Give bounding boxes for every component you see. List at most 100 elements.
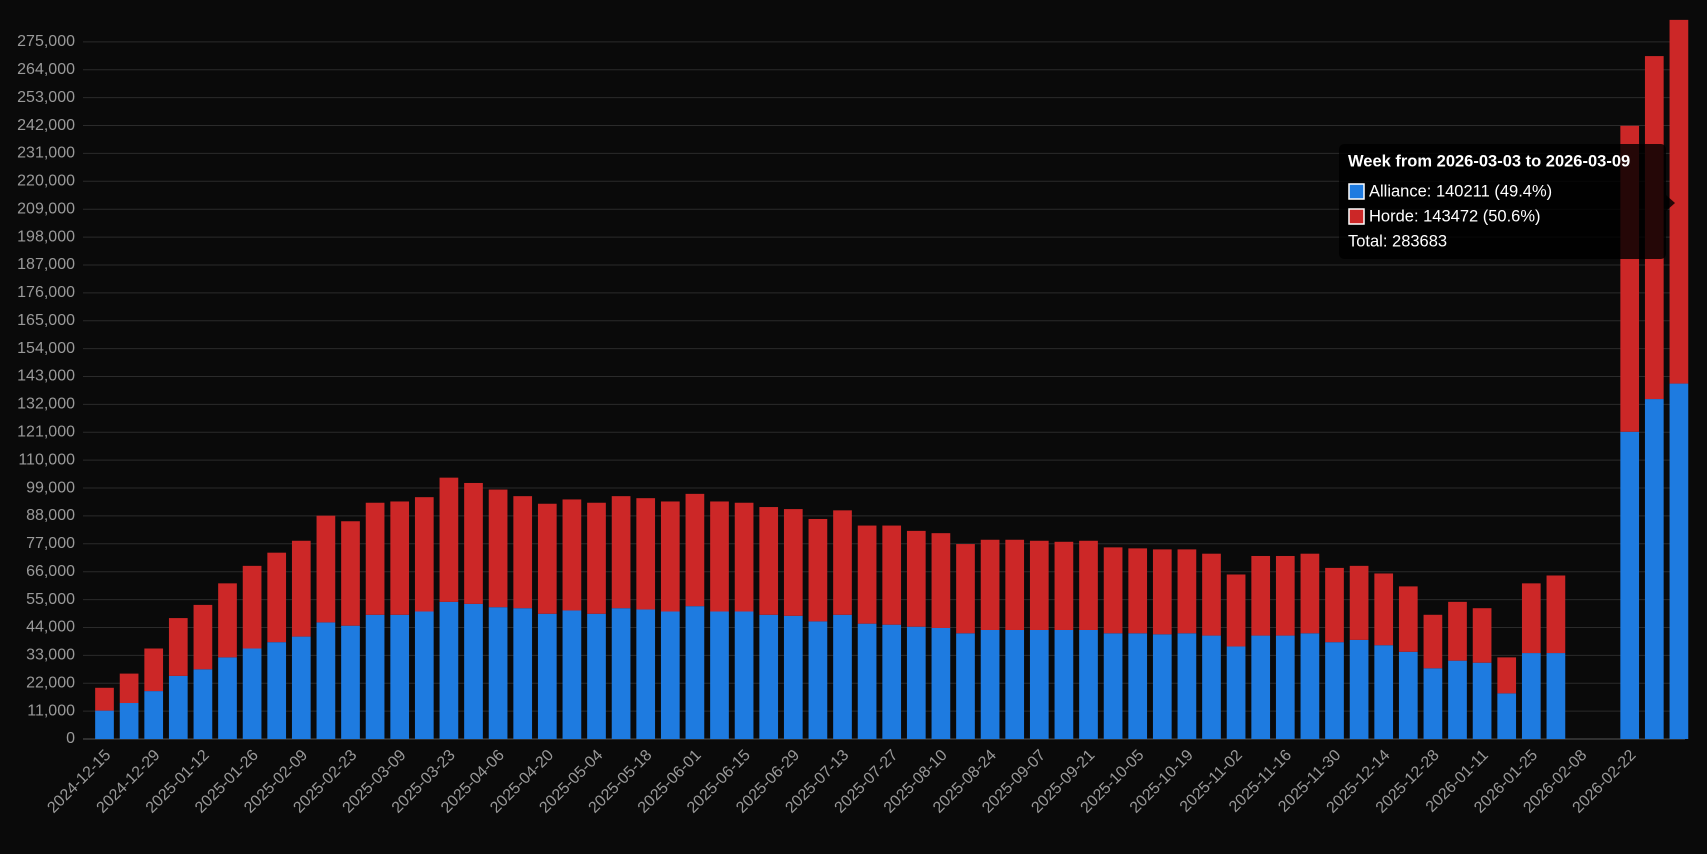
bar-segment bbox=[562, 610, 582, 739]
bar-segment bbox=[1546, 575, 1566, 654]
bar-segment bbox=[1546, 653, 1566, 739]
bar-segment bbox=[882, 525, 902, 625]
bar-segment bbox=[931, 533, 951, 628]
bar-segment bbox=[1128, 548, 1148, 634]
y-tick-label: 220,000 bbox=[17, 173, 75, 190]
bar-segment bbox=[1152, 549, 1172, 635]
bar-segment bbox=[685, 606, 705, 739]
bar-segment bbox=[242, 565, 262, 649]
bar-segment bbox=[390, 614, 410, 739]
bar-segment bbox=[611, 496, 631, 609]
bar-segment bbox=[1644, 399, 1664, 739]
bar-segment bbox=[783, 509, 803, 616]
bar-segment bbox=[1472, 608, 1492, 663]
bar-segment bbox=[808, 518, 828, 622]
bar-segment bbox=[267, 552, 287, 643]
bar-segment bbox=[1202, 635, 1221, 739]
y-tick-label: 88,000 bbox=[26, 507, 75, 524]
y-tick-label: 264,000 bbox=[17, 61, 75, 78]
y-tick-label: 33,000 bbox=[26, 647, 75, 664]
bar-segment bbox=[1177, 549, 1197, 634]
bar-segment bbox=[1005, 539, 1025, 630]
y-tick-label: 154,000 bbox=[17, 340, 75, 357]
bar-segment bbox=[513, 496, 533, 609]
bar-segment bbox=[734, 611, 754, 739]
bar-segment bbox=[759, 507, 779, 615]
bar-segment bbox=[1300, 633, 1320, 739]
bar-segment bbox=[882, 624, 902, 739]
y-tick-label: 242,000 bbox=[17, 117, 75, 134]
y-tick-label: 253,000 bbox=[17, 89, 75, 106]
bar-segment bbox=[931, 627, 951, 739]
bar-segment bbox=[1521, 583, 1541, 654]
bar-segment bbox=[414, 497, 434, 612]
bar-segment bbox=[759, 614, 779, 739]
bar-segment bbox=[956, 633, 975, 739]
tooltip-line: Alliance: 140211 (49.4%) bbox=[1369, 182, 1552, 200]
bar-segment bbox=[1226, 646, 1246, 739]
bars bbox=[95, 19, 1689, 739]
bar-segment bbox=[857, 525, 877, 624]
bar-segment bbox=[1079, 629, 1098, 739]
bar-segment bbox=[193, 669, 213, 739]
tooltip-title: Week from 2026-03-03 to 2026-03-09 bbox=[1348, 152, 1630, 170]
bar-segment bbox=[439, 601, 459, 739]
bar-segment bbox=[956, 544, 975, 634]
bar-segment bbox=[316, 622, 336, 739]
bar-segment bbox=[316, 515, 336, 623]
tooltip-line: Total: 283683 bbox=[1348, 232, 1447, 250]
bar-segment bbox=[390, 501, 410, 615]
bar-segment bbox=[439, 477, 459, 602]
bar-segment bbox=[710, 611, 729, 739]
bar-segment bbox=[906, 530, 926, 627]
y-tick-label: 22,000 bbox=[26, 674, 75, 691]
bar-segment bbox=[587, 502, 606, 614]
bar-segment bbox=[218, 657, 237, 739]
y-tick-label: 143,000 bbox=[17, 368, 75, 385]
bar-segment bbox=[1398, 586, 1418, 652]
bar-segment bbox=[1128, 633, 1148, 739]
bar-segment bbox=[1226, 574, 1246, 647]
y-tick-label: 187,000 bbox=[17, 256, 75, 273]
bar-segment bbox=[464, 482, 483, 604]
bar-segment bbox=[341, 625, 360, 739]
bar-segment bbox=[980, 539, 1000, 630]
y-tick-label: 11,000 bbox=[27, 702, 75, 719]
bar-segment bbox=[291, 540, 311, 637]
bar-segment bbox=[119, 703, 139, 739]
bar-segment bbox=[1669, 383, 1689, 739]
bar-segment bbox=[414, 611, 434, 739]
bar-segment bbox=[857, 623, 877, 739]
bar-segment bbox=[218, 583, 237, 658]
bar-segment bbox=[1423, 668, 1443, 739]
bar-segment bbox=[734, 502, 754, 612]
bar-segment bbox=[611, 608, 631, 739]
bar-segment bbox=[1300, 553, 1320, 634]
bar-segment bbox=[1202, 553, 1221, 636]
bar-segment bbox=[1103, 633, 1123, 739]
y-tick-label: 66,000 bbox=[26, 563, 75, 580]
bar-segment bbox=[267, 642, 287, 739]
bar-segment bbox=[808, 621, 828, 739]
bar-segment bbox=[1448, 660, 1467, 739]
bar-segment bbox=[513, 608, 533, 739]
bar-segment bbox=[1251, 635, 1271, 739]
bar-segment bbox=[95, 710, 114, 739]
bar-segment bbox=[1669, 19, 1689, 384]
bar-segment bbox=[365, 614, 385, 739]
bar-segment bbox=[660, 611, 680, 739]
bar-segment bbox=[1325, 642, 1344, 739]
bar-segment bbox=[980, 629, 1000, 739]
y-tick-label: 99,000 bbox=[26, 479, 75, 496]
bar-segment bbox=[488, 607, 508, 739]
bar-segment bbox=[1398, 651, 1418, 739]
bar-segment bbox=[1029, 629, 1049, 739]
bar-segment bbox=[1497, 657, 1517, 694]
bar-segment bbox=[1349, 565, 1369, 640]
bar-segment bbox=[291, 636, 311, 739]
bar-segment bbox=[168, 618, 188, 676]
bar-segment bbox=[537, 503, 557, 614]
bar-segment bbox=[562, 499, 582, 611]
bar-segment bbox=[1152, 634, 1172, 739]
